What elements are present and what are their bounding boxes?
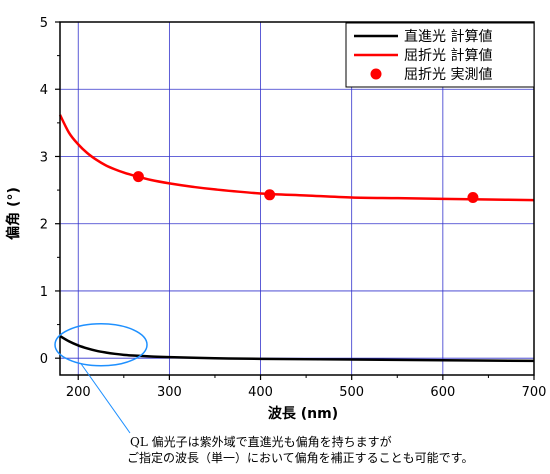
x-tick-label: 600: [430, 385, 455, 400]
legend-swatch-2: [370, 68, 382, 80]
x-axis-title: 波長 (nm): [268, 405, 338, 422]
tick-layer: 200 300 400 500 600 700 0 1 2 3 4 5: [40, 16, 547, 400]
y-tick-label: 5: [40, 16, 48, 31]
y-tick-label: 0: [40, 352, 48, 367]
legend-label-0: 直進光 計算値: [404, 28, 492, 45]
annotation-line-1: QL 偏光子は紫外域で直進光も偏角を持ちますが: [130, 434, 392, 449]
y-tick-label: 1: [40, 285, 48, 300]
x-tick-label: 300: [157, 385, 182, 400]
annotation: QL 偏光子は紫外域で直進光も偏角を持ちますが ご指定の波長（単一）において偏角…: [54, 322, 473, 465]
x-tick-label: 400: [248, 385, 273, 400]
y-axis-title: 偏角 (°): [5, 187, 22, 240]
legend-label-1: 屈折光 計算値: [404, 48, 492, 64]
y-tick-label: 2: [40, 218, 48, 233]
data-point: [264, 189, 276, 201]
series-line-0: [59, 334, 535, 363]
x-tick-label: 200: [66, 385, 91, 400]
data-point: [467, 191, 479, 203]
series-line-1: [58, 114, 535, 202]
annotation-leader: [80, 363, 131, 434]
legend-label-2: 屈折光 実測値: [404, 67, 492, 83]
annotation-line-2: ご指定の波長（単一）において偏角を補正することも可能です。: [127, 450, 473, 465]
data-point: [132, 171, 144, 183]
x-tick-label: 500: [339, 385, 364, 400]
annotation-ellipse: [54, 322, 148, 367]
y-tick-label: 3: [40, 150, 48, 165]
series-layer: [58, 114, 535, 363]
plot-frame: [59, 21, 535, 376]
x-tick-label: 700: [522, 385, 547, 400]
y-tick-label: 4: [40, 83, 48, 98]
